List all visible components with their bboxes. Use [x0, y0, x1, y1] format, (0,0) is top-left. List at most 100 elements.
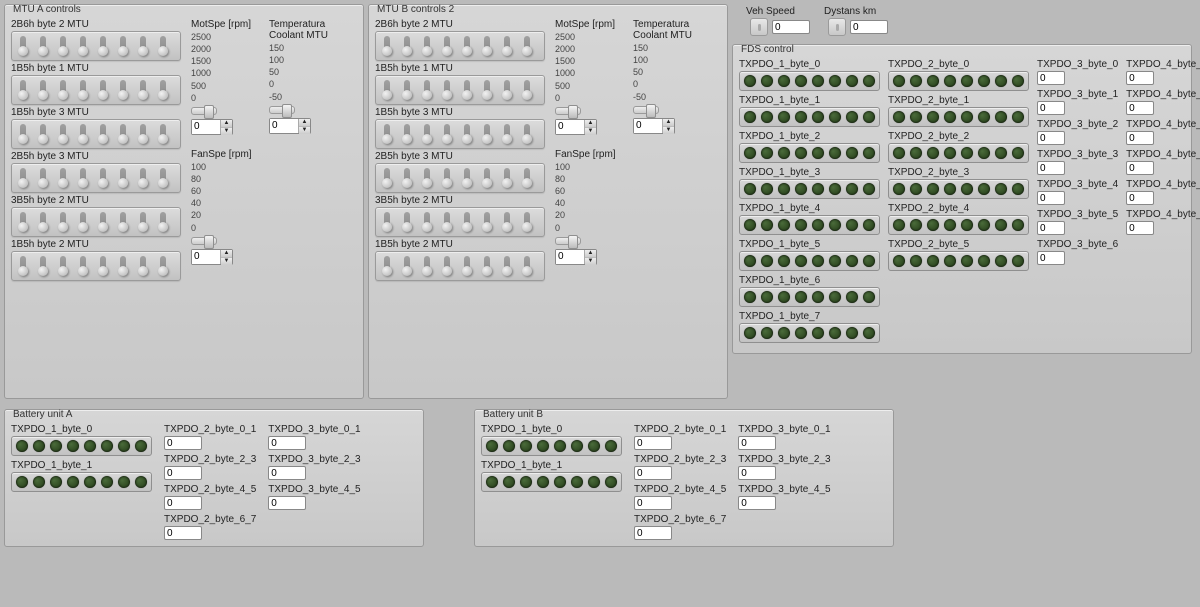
toggle-switch[interactable]: [96, 168, 110, 188]
toggle-switch[interactable]: [500, 168, 514, 188]
toggle-switch[interactable]: [96, 124, 110, 144]
toggle-switch[interactable]: [380, 168, 394, 188]
toggle-switch[interactable]: [136, 256, 150, 276]
veh-speed-value[interactable]: [772, 20, 810, 34]
numeric-input[interactable]: [1037, 101, 1065, 115]
toggle-switch[interactable]: [480, 80, 494, 100]
toggle-switch[interactable]: [16, 124, 30, 144]
toggle-switch[interactable]: [16, 256, 30, 276]
toggle-switch[interactable]: [520, 212, 534, 232]
toggle-switch[interactable]: [420, 168, 434, 188]
toggle-switch[interactable]: [460, 80, 474, 100]
toggle-switch[interactable]: [116, 36, 130, 56]
toggle-switch[interactable]: [116, 168, 130, 188]
numeric-input[interactable]: [738, 466, 776, 480]
fanspe-value[interactable]: ▲▼: [191, 249, 233, 265]
toggle-switch[interactable]: [36, 124, 50, 144]
toggle-switch[interactable]: [480, 256, 494, 276]
toggle-switch[interactable]: [460, 168, 474, 188]
toggle-switch[interactable]: [420, 212, 434, 232]
toggle-switch[interactable]: [460, 36, 474, 56]
numeric-input[interactable]: [1126, 71, 1154, 85]
numeric-input[interactable]: [1126, 131, 1154, 145]
toggle-switch[interactable]: [56, 212, 70, 232]
toggle-switch[interactable]: [400, 124, 414, 144]
numeric-input[interactable]: [268, 466, 306, 480]
toggle-switch[interactable]: [16, 168, 30, 188]
toggle-switch[interactable]: [96, 212, 110, 232]
toggle-switch[interactable]: [460, 124, 474, 144]
coolant-value[interactable]: ▲▼: [269, 118, 311, 134]
toggle-switch[interactable]: [16, 80, 30, 100]
toggle-switch[interactable]: [400, 168, 414, 188]
fanspe-slider[interactable]: [191, 237, 217, 245]
toggle-switch[interactable]: [400, 36, 414, 56]
toggle-switch[interactable]: [520, 168, 534, 188]
toggle-switch[interactable]: [500, 80, 514, 100]
toggle-switch[interactable]: [420, 256, 434, 276]
numeric-input[interactable]: [1037, 161, 1065, 175]
toggle-switch[interactable]: [56, 80, 70, 100]
toggle-switch[interactable]: [520, 256, 534, 276]
toggle-switch[interactable]: [400, 256, 414, 276]
toggle-switch[interactable]: [96, 80, 110, 100]
numeric-input[interactable]: [268, 436, 306, 450]
toggle-switch[interactable]: [136, 80, 150, 100]
numeric-input[interactable]: [164, 526, 202, 540]
toggle-switch[interactable]: [76, 36, 90, 56]
numeric-input[interactable]: [1037, 71, 1065, 85]
numeric-input[interactable]: [1126, 191, 1154, 205]
numeric-input[interactable]: [1126, 161, 1154, 175]
toggle-switch[interactable]: [380, 212, 394, 232]
toggle-switch[interactable]: [116, 80, 130, 100]
toggle-switch[interactable]: [440, 124, 454, 144]
toggle-switch[interactable]: [96, 256, 110, 276]
numeric-input[interactable]: [268, 496, 306, 510]
toggle-switch[interactable]: [56, 36, 70, 56]
toggle-switch[interactable]: [480, 36, 494, 56]
numeric-input[interactable]: [1037, 221, 1065, 235]
toggle-switch[interactable]: [420, 80, 434, 100]
toggle-switch[interactable]: [420, 36, 434, 56]
toggle-switch[interactable]: [400, 80, 414, 100]
toggle-switch[interactable]: [420, 124, 434, 144]
numeric-input[interactable]: [634, 466, 672, 480]
toggle-switch[interactable]: [520, 124, 534, 144]
toggle-switch[interactable]: [380, 124, 394, 144]
dystans-value[interactable]: [850, 20, 888, 34]
fanspe-value[interactable]: ▲▼: [555, 249, 597, 265]
toggle-switch[interactable]: [16, 36, 30, 56]
toggle-switch[interactable]: [460, 212, 474, 232]
toggle-switch[interactable]: [500, 212, 514, 232]
toggle-switch[interactable]: [76, 80, 90, 100]
toggle-switch[interactable]: [136, 36, 150, 56]
numeric-input[interactable]: [1037, 131, 1065, 145]
toggle-switch[interactable]: [400, 212, 414, 232]
fanspe-slider[interactable]: [555, 237, 581, 245]
toggle-switch[interactable]: [56, 168, 70, 188]
numeric-input[interactable]: [634, 436, 672, 450]
toggle-switch[interactable]: [156, 80, 170, 100]
numeric-input[interactable]: [1037, 251, 1065, 265]
toggle-switch[interactable]: [116, 256, 130, 276]
toggle-switch[interactable]: [380, 36, 394, 56]
toggle-switch[interactable]: [156, 256, 170, 276]
motspe-value[interactable]: ▲▼: [555, 119, 597, 135]
toggle-switch[interactable]: [76, 168, 90, 188]
numeric-input[interactable]: [1126, 221, 1154, 235]
toggle-switch[interactable]: [500, 36, 514, 56]
toggle-switch[interactable]: [520, 80, 534, 100]
toggle-switch[interactable]: [36, 256, 50, 276]
toggle-switch[interactable]: [16, 212, 30, 232]
coolant-slider[interactable]: [633, 106, 659, 114]
toggle-switch[interactable]: [76, 256, 90, 276]
toggle-switch[interactable]: [36, 168, 50, 188]
toggle-switch[interactable]: [440, 212, 454, 232]
coolant-slider[interactable]: [269, 106, 295, 114]
motspe-slider[interactable]: [555, 107, 581, 115]
toggle-switch[interactable]: [380, 256, 394, 276]
toggle-switch[interactable]: [36, 80, 50, 100]
toggle-switch[interactable]: [380, 80, 394, 100]
numeric-input[interactable]: [634, 526, 672, 540]
motspe-value[interactable]: ▲▼: [191, 119, 233, 135]
